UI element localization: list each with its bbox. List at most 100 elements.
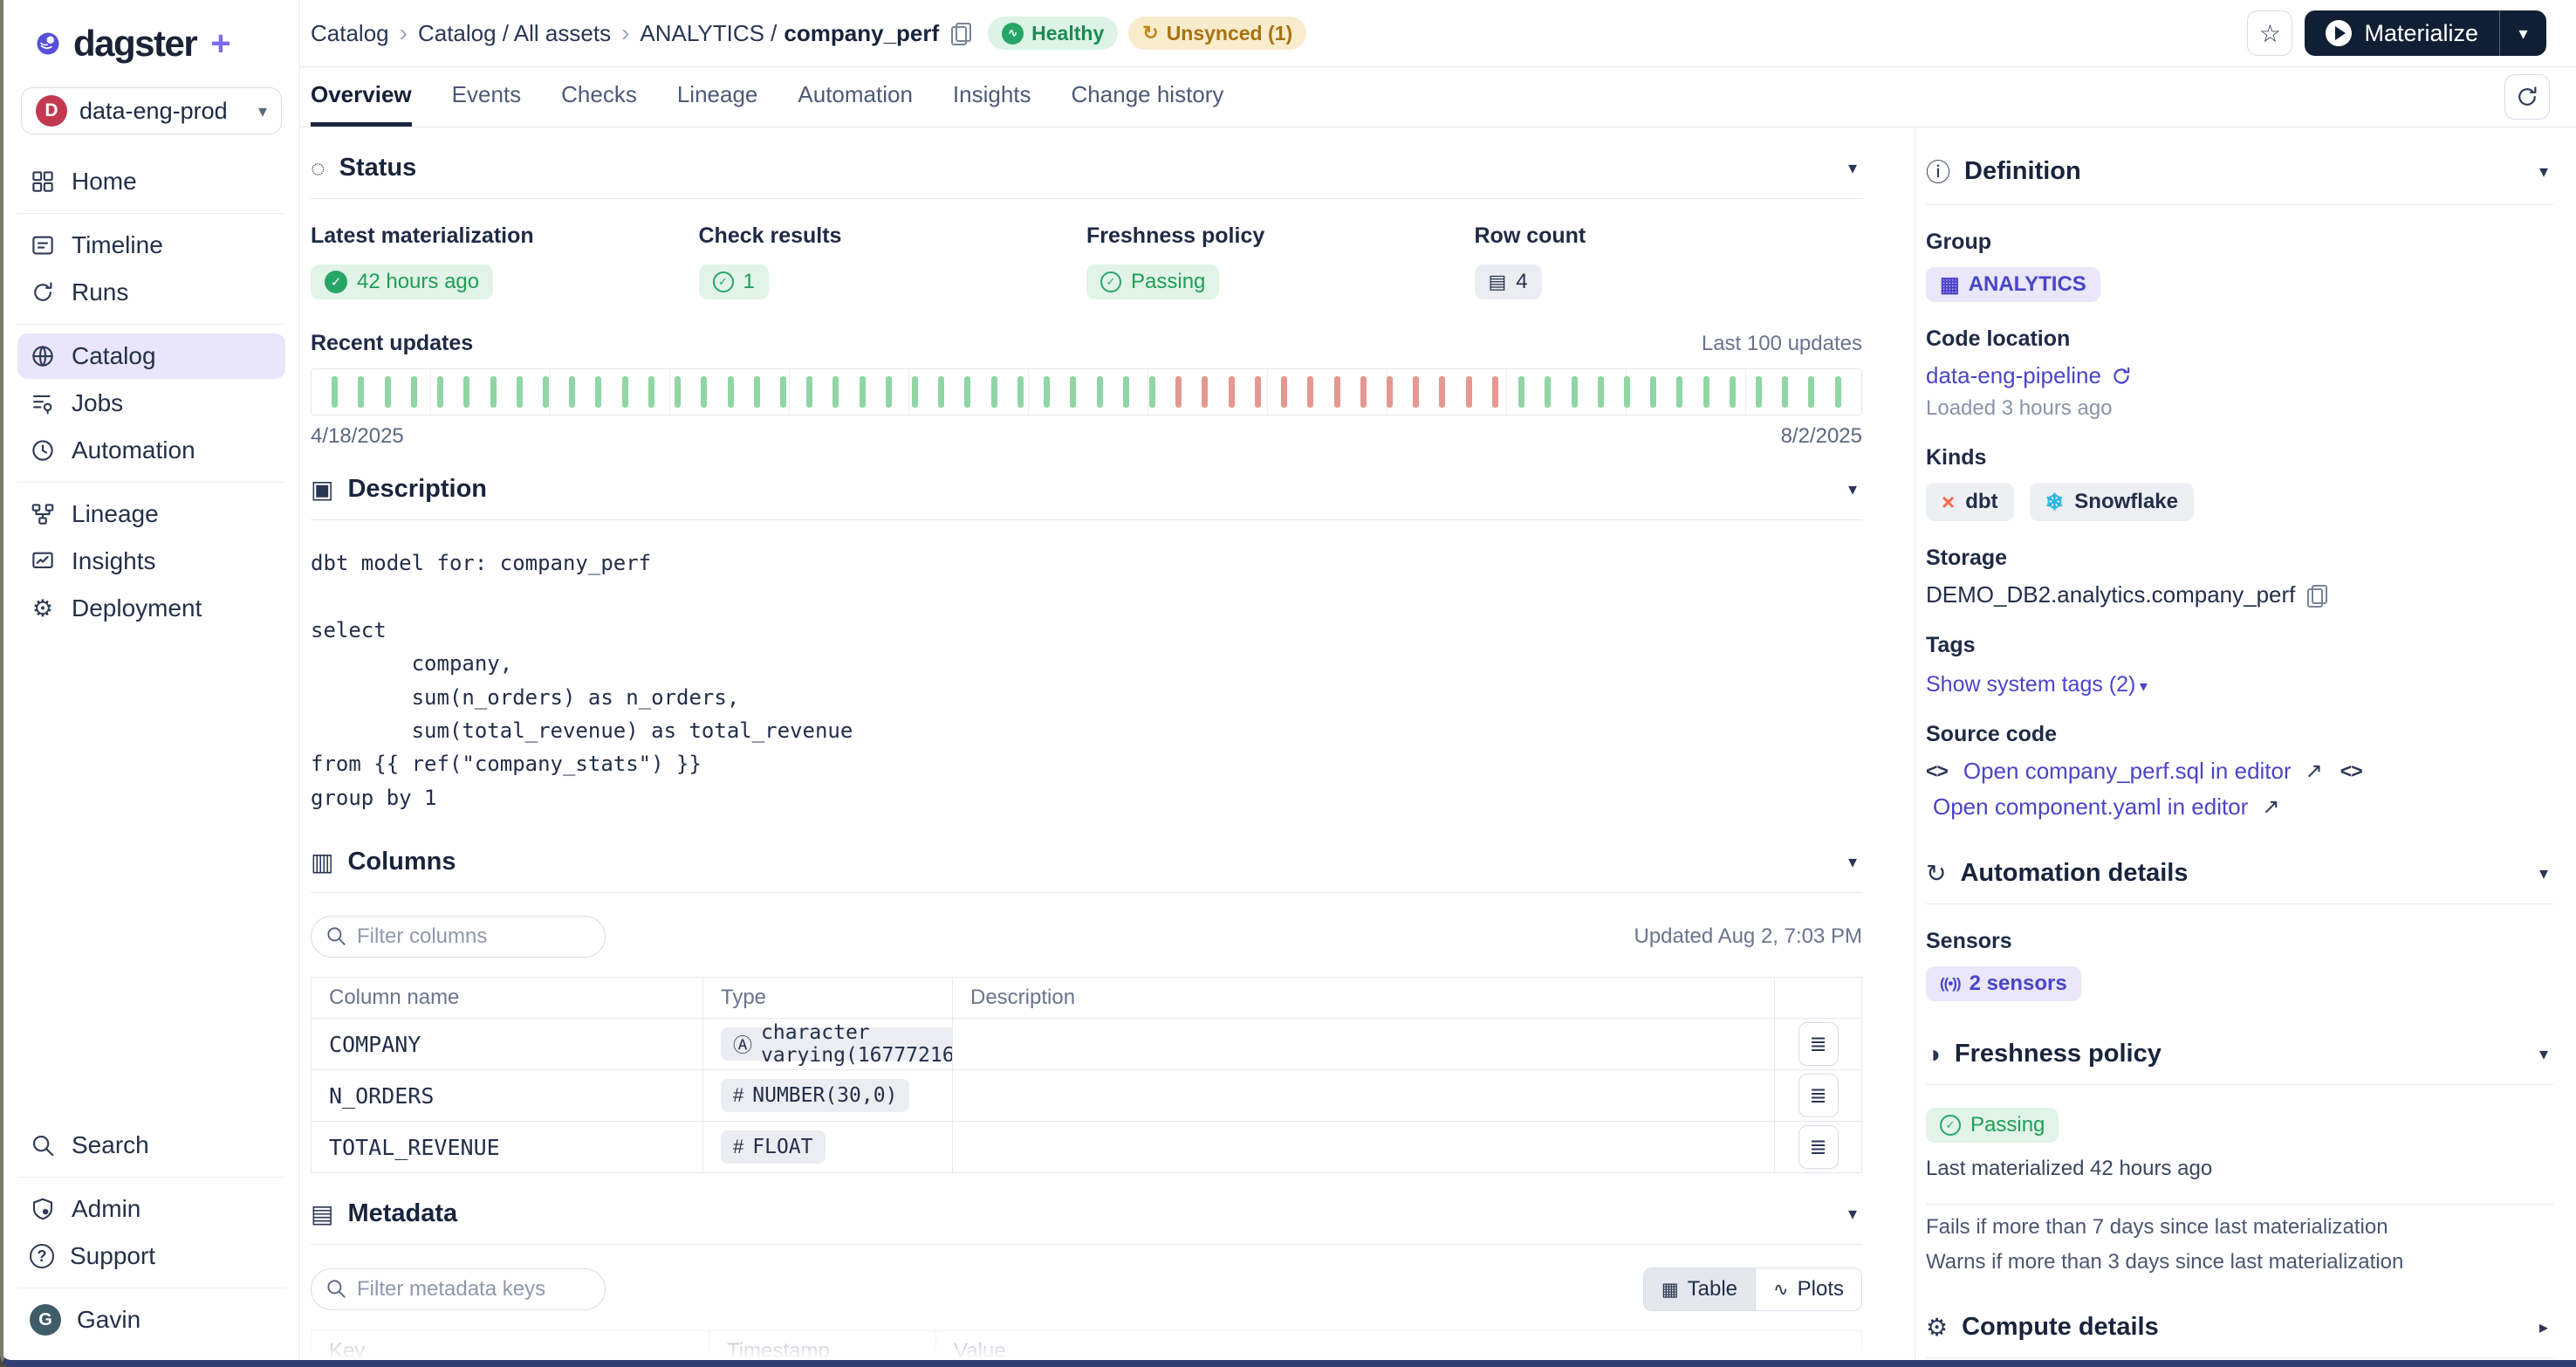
update-bar-success[interactable] (410, 376, 417, 408)
collapse-chevron-icon[interactable]: ▾ (2538, 161, 2548, 182)
update-bar-success[interactable] (1650, 376, 1657, 408)
sidebar-item-insights[interactable]: Insights (17, 539, 285, 584)
update-bar-success[interactable] (1676, 376, 1683, 408)
copy-icon[interactable] (951, 23, 972, 45)
update-bar-success[interactable] (542, 376, 549, 408)
update-bar-failure[interactable] (1228, 376, 1235, 408)
update-bar-success[interactable] (1756, 376, 1763, 408)
tab-automation[interactable]: Automation (798, 81, 913, 107)
tab-events[interactable]: Events (451, 81, 522, 107)
update-bar-success[interactable] (1782, 376, 1789, 408)
update-bar-success[interactable] (384, 376, 391, 408)
update-bar-success[interactable] (463, 376, 470, 408)
sidebar-item-admin[interactable]: Admin (17, 1186, 285, 1232)
sidebar-item-lineage[interactable]: Lineage (17, 491, 285, 537)
update-bar-success[interactable] (1545, 376, 1552, 408)
update-bar-failure[interactable] (1281, 376, 1288, 408)
update-bar-success[interactable] (938, 376, 945, 408)
sidebar-item-runs[interactable]: Runs (17, 270, 285, 315)
compute-details-header[interactable]: ⚙ Compute details ▸ (1926, 1287, 2553, 1358)
update-bar-success[interactable] (647, 376, 654, 408)
update-bar-failure[interactable] (1307, 376, 1314, 408)
update-bar-success[interactable] (806, 376, 813, 408)
sidebar-item-automation[interactable]: Automation (17, 428, 285, 473)
update-bar-success[interactable] (912, 376, 919, 408)
sidebar-item-support[interactable]: ? Support (17, 1233, 285, 1279)
column-lineage-button[interactable]: ≣ (1798, 1074, 1839, 1118)
collapse-chevron-icon[interactable]: ▾ (2538, 1045, 2548, 1064)
collapse-chevron-icon[interactable]: ▾ (1847, 159, 1857, 178)
copy-icon[interactable] (2307, 584, 2328, 608)
update-bar-success[interactable] (779, 376, 786, 408)
update-bar-failure[interactable] (1386, 376, 1393, 408)
tab-checks[interactable]: Checks (561, 81, 637, 107)
tab-lineage[interactable]: Lineage (676, 81, 758, 107)
expand-chevron-icon[interactable]: ▸ (2538, 1318, 2548, 1337)
sidebar-item-timeline[interactable]: Timeline (17, 223, 285, 268)
metadata-filter-input[interactable] (311, 1268, 606, 1311)
breadcrumb-catalog[interactable]: Catalog (311, 19, 389, 46)
column-lineage-button[interactable]: ≣ (1798, 1125, 1839, 1170)
update-bar-failure[interactable] (1333, 376, 1340, 408)
update-bar-success[interactable] (701, 376, 708, 408)
update-bar-success[interactable] (1044, 376, 1051, 408)
collapse-chevron-icon[interactable]: ▾ (1847, 480, 1857, 499)
collapse-chevron-icon[interactable]: ▾ (1847, 1205, 1857, 1225)
update-bar-failure[interactable] (1439, 376, 1446, 408)
update-bar-failure[interactable] (1465, 376, 1472, 408)
update-bar-success[interactable] (1808, 376, 1815, 408)
update-bar-success[interactable] (727, 376, 734, 408)
update-bar-success[interactable] (1149, 376, 1155, 408)
update-bar-success[interactable] (621, 376, 628, 408)
update-bar-success[interactable] (832, 376, 839, 408)
favorite-star-button[interactable]: ☆ (2247, 10, 2293, 56)
update-bar-success[interactable] (1597, 376, 1604, 408)
kind-pill-snowflake[interactable]: ❄ Snowflake (2029, 483, 2194, 521)
update-bar-success[interactable] (1623, 376, 1630, 408)
column-lineage-button[interactable]: ≣ (1798, 1022, 1839, 1067)
sidebar-item-jobs[interactable]: Jobs (17, 381, 285, 426)
update-bar-success[interactable] (332, 376, 339, 408)
update-bar-success[interactable] (437, 376, 444, 408)
update-bar-failure[interactable] (1254, 376, 1261, 408)
update-bar-failure[interactable] (1202, 376, 1209, 408)
materialize-button[interactable]: Materialize (2305, 10, 2499, 56)
sidebar-item-home[interactable]: Home (17, 159, 285, 204)
update-bar-success[interactable] (1122, 376, 1129, 408)
tab-insights[interactable]: Insights (952, 81, 1031, 107)
update-bar-success[interactable] (885, 376, 892, 408)
sidebar-item-deployment[interactable]: ⚙ Deployment (17, 586, 285, 631)
update-bar-success[interactable] (964, 376, 971, 408)
kind-pill-dbt[interactable]: × dbt (1926, 483, 2014, 521)
collapse-chevron-icon[interactable]: ▾ (1847, 853, 1857, 873)
sidebar-item-search[interactable]: Search (17, 1123, 285, 1168)
update-bar-success[interactable] (1070, 376, 1077, 408)
update-bar-success[interactable] (1729, 376, 1736, 408)
sensors-pill[interactable]: ((•)) 2 sensors (1926, 966, 2081, 1001)
update-bar-success[interactable] (753, 376, 760, 408)
show-system-tags-link[interactable]: Show system tags (2) (1926, 672, 2136, 697)
check-results-pill[interactable]: ✓ 1 (698, 264, 769, 299)
freshness-pill[interactable]: ✓ Passing (1086, 264, 1220, 299)
update-bar-success[interactable] (1834, 376, 1841, 408)
open-sql-link[interactable]: Open company_perf.sql in editor (1963, 758, 2292, 784)
update-bar-success[interactable] (1017, 376, 1024, 408)
group-pill[interactable]: ▦ ANALYTICS (1926, 267, 2100, 302)
materialize-split-button[interactable]: Materialize ▾ (2305, 10, 2546, 56)
update-bar-success[interactable] (1096, 376, 1103, 408)
freshness-passing-pill[interactable]: ✓ Passing (1926, 1108, 2059, 1143)
toggle-plots-view[interactable]: ∿ Plots (1755, 1268, 1861, 1311)
health-status-badge[interactable]: ∿ Healthy (988, 17, 1119, 50)
latest-materialization-pill[interactable]: ✓ 42 hours ago (311, 264, 494, 299)
update-bar-success[interactable] (859, 376, 866, 408)
update-bar-failure[interactable] (1491, 376, 1498, 408)
update-bar-success[interactable] (1702, 376, 1709, 408)
update-bar-success[interactable] (1571, 376, 1578, 408)
breadcrumb-all-assets[interactable]: Catalog / All assets (417, 19, 612, 46)
update-bar-success[interactable] (675, 376, 682, 408)
materialize-dropdown-button[interactable]: ▾ (2499, 10, 2546, 56)
row-count-pill[interactable]: ▤ 4 (1474, 264, 1542, 299)
update-bar-failure[interactable] (1360, 376, 1367, 408)
update-bar-success[interactable] (990, 376, 997, 408)
update-bar-failure[interactable] (1175, 376, 1182, 408)
